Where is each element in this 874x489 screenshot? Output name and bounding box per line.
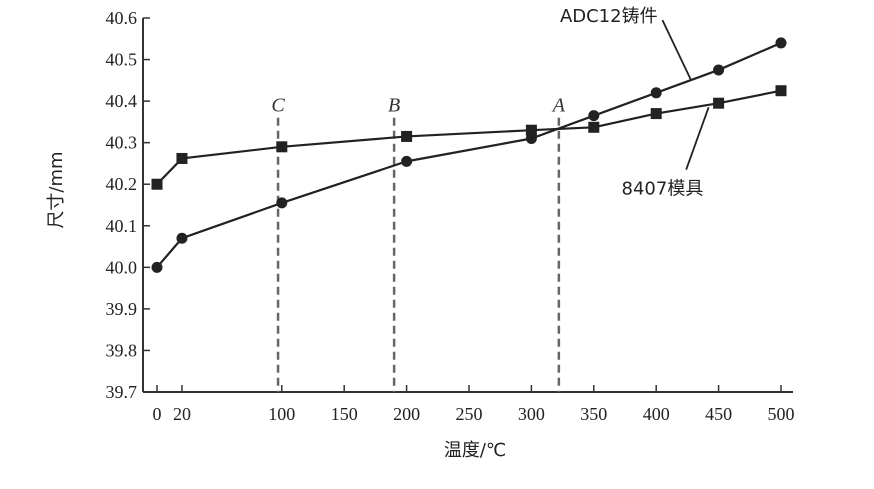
data-point-circle — [775, 37, 787, 49]
x-tick-label: 300 — [518, 404, 545, 424]
data-point-square — [775, 85, 787, 97]
data-point-square — [588, 121, 600, 133]
series-line-0 — [156, 41, 782, 269]
x-tick-label: 450 — [705, 404, 732, 424]
data-point-square — [401, 130, 413, 142]
data-point-circle — [650, 87, 662, 99]
data-point-circle — [525, 133, 537, 145]
y-tick-label: 39.9 — [106, 299, 138, 319]
y-tick-label: 40.2 — [106, 174, 138, 194]
x-tick-label: 250 — [456, 404, 483, 424]
x-tick-label: 20 — [173, 404, 191, 424]
leader-line-adc12 — [661, 19, 692, 81]
y-tick-label: 40.3 — [106, 133, 138, 153]
x-tick-label: 0 — [153, 404, 162, 424]
data-point-circle — [588, 110, 600, 122]
y-tick-label: 40.5 — [106, 50, 138, 70]
series-line-1 — [156, 89, 782, 185]
y-tick-label: 40.4 — [106, 91, 138, 111]
marker-label-a: A — [551, 95, 566, 117]
data-point-square — [713, 97, 725, 109]
y-tick-label: 39.8 — [106, 340, 138, 360]
y-tick-label: 40.6 — [106, 8, 138, 28]
data-point-circle — [276, 197, 288, 209]
leader-line-8407 — [685, 107, 710, 170]
marker-label-b: B — [388, 95, 400, 117]
x-tick-label: 200 — [393, 404, 420, 424]
data-point-square — [650, 108, 662, 120]
marker-label-c: C — [271, 95, 285, 117]
x-tick-label: 400 — [643, 404, 670, 424]
y-tick-label: 40.1 — [106, 216, 138, 236]
series-label-adc12: ADC12铸件 — [560, 6, 658, 27]
data-point-square — [276, 141, 288, 153]
data-point-square — [176, 152, 188, 164]
data-point-circle — [151, 261, 163, 273]
data-point-circle — [176, 232, 188, 244]
y-tick-label: 40.0 — [106, 257, 138, 277]
x-tick-label: 150 — [331, 404, 358, 424]
x-tick-label: 500 — [768, 404, 795, 424]
x-axis-title: 温度/℃ — [444, 440, 506, 461]
x-tick-label: 100 — [268, 404, 295, 424]
data-point-circle — [401, 155, 413, 167]
series-group — [151, 37, 787, 273]
x-tick-label: 350 — [580, 404, 607, 424]
data-point-circle — [713, 64, 725, 76]
data-point-square — [151, 178, 163, 190]
y-axis-title: 尺寸/mm — [46, 151, 67, 228]
axes: 39.7 39.8 39.9 40.0 40.1 40.2 40.3 40.4 40.5 40.6… — [106, 8, 795, 424]
data-point-square — [525, 124, 537, 136]
y-tick-label: 39.7 — [106, 382, 138, 402]
series-label-8407: 8407模具 — [622, 178, 704, 199]
series-annotations: ADC12铸件 8407模具 — [560, 6, 710, 199]
